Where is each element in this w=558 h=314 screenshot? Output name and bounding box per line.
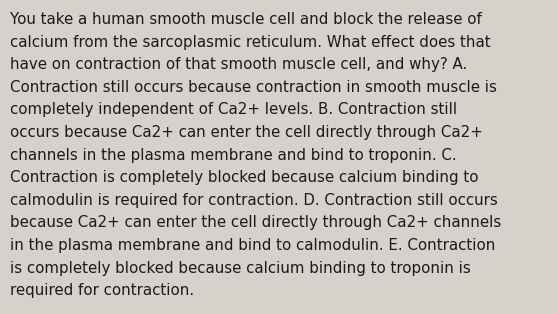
Text: required for contraction.: required for contraction. [10, 283, 194, 298]
Text: in the plasma membrane and bind to calmodulin. E. Contraction: in the plasma membrane and bind to calmo… [10, 238, 496, 253]
Text: Contraction is completely blocked because calcium binding to: Contraction is completely blocked becaus… [10, 170, 479, 185]
Text: You take a human smooth muscle cell and block the release of: You take a human smooth muscle cell and … [10, 12, 482, 27]
Text: channels in the plasma membrane and bind to troponin. C.: channels in the plasma membrane and bind… [10, 148, 456, 163]
Text: is completely blocked because calcium binding to troponin is: is completely blocked because calcium bi… [10, 261, 471, 276]
Text: have on contraction of that smooth muscle cell, and why? A.: have on contraction of that smooth muscl… [10, 57, 467, 72]
Text: occurs because Ca2+ can enter the cell directly through Ca2+: occurs because Ca2+ can enter the cell d… [10, 125, 483, 140]
Text: because Ca2+ can enter the cell directly through Ca2+ channels: because Ca2+ can enter the cell directly… [10, 215, 501, 230]
Text: completely independent of Ca2+ levels. B. Contraction still: completely independent of Ca2+ levels. B… [10, 102, 457, 117]
Text: Contraction still occurs because contraction in smooth muscle is: Contraction still occurs because contrac… [10, 80, 497, 95]
Text: calcium from the sarcoplasmic reticulum. What effect does that: calcium from the sarcoplasmic reticulum.… [10, 35, 490, 50]
Text: calmodulin is required for contraction. D. Contraction still occurs: calmodulin is required for contraction. … [10, 193, 498, 208]
